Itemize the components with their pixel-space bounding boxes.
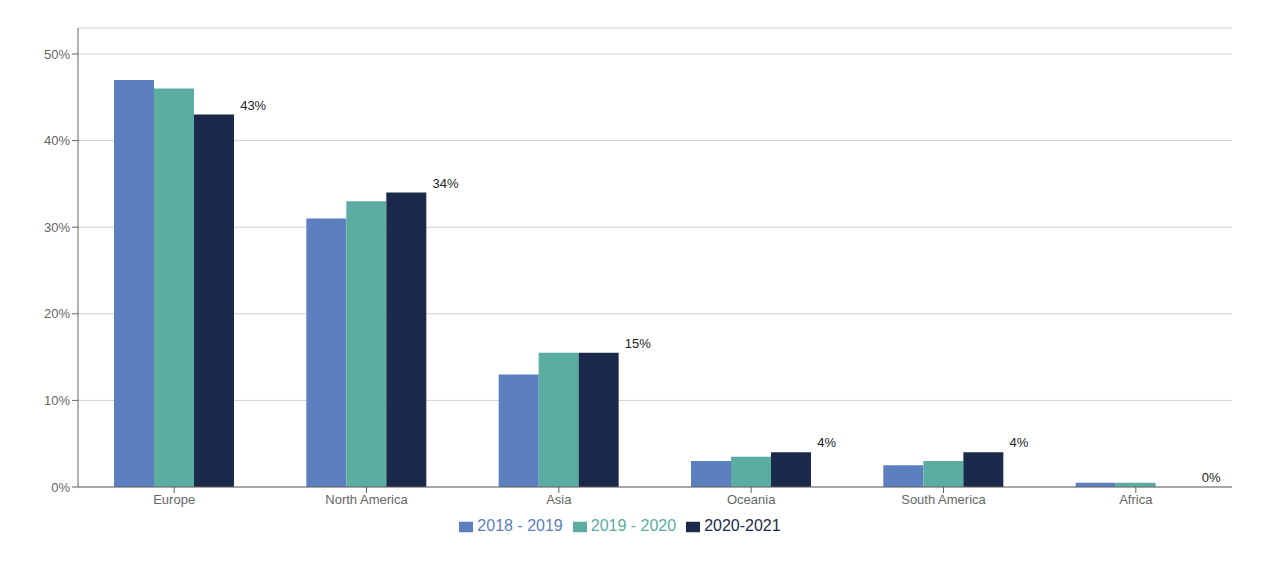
svg-text:Africa: Africa <box>1119 492 1153 507</box>
svg-text:North America: North America <box>325 492 408 507</box>
svg-text:South America: South America <box>901 492 986 507</box>
svg-text:20%: 20% <box>44 306 70 321</box>
html-text:2020-2021: 2020-2021 <box>704 517 781 534</box>
svg-text:50%: 50% <box>44 47 70 62</box>
svg-text:15%: 15% <box>625 336 651 351</box>
svg-text:Oceania: Oceania <box>727 492 776 507</box>
svg-text:4%: 4% <box>1010 435 1029 450</box>
html-text:2018 - 2019: 2018 - 2019 <box>477 517 563 534</box>
svg-text:40%: 40% <box>44 133 70 148</box>
svg-text:4%: 4% <box>817 435 836 450</box>
svg-text:30%: 30% <box>44 220 70 235</box>
svg-text:0%: 0% <box>1202 470 1221 485</box>
svg-text:Asia: Asia <box>546 492 572 507</box>
svg-text:Europe: Europe <box>153 492 195 507</box>
svg-text:0%: 0% <box>51 480 70 495</box>
svg-text:10%: 10% <box>44 393 70 408</box>
svg-text:34%: 34% <box>433 176 459 191</box>
html-text:2019 - 2020: 2019 - 2020 <box>590 517 677 534</box>
svg-text:43%: 43% <box>240 98 266 113</box>
